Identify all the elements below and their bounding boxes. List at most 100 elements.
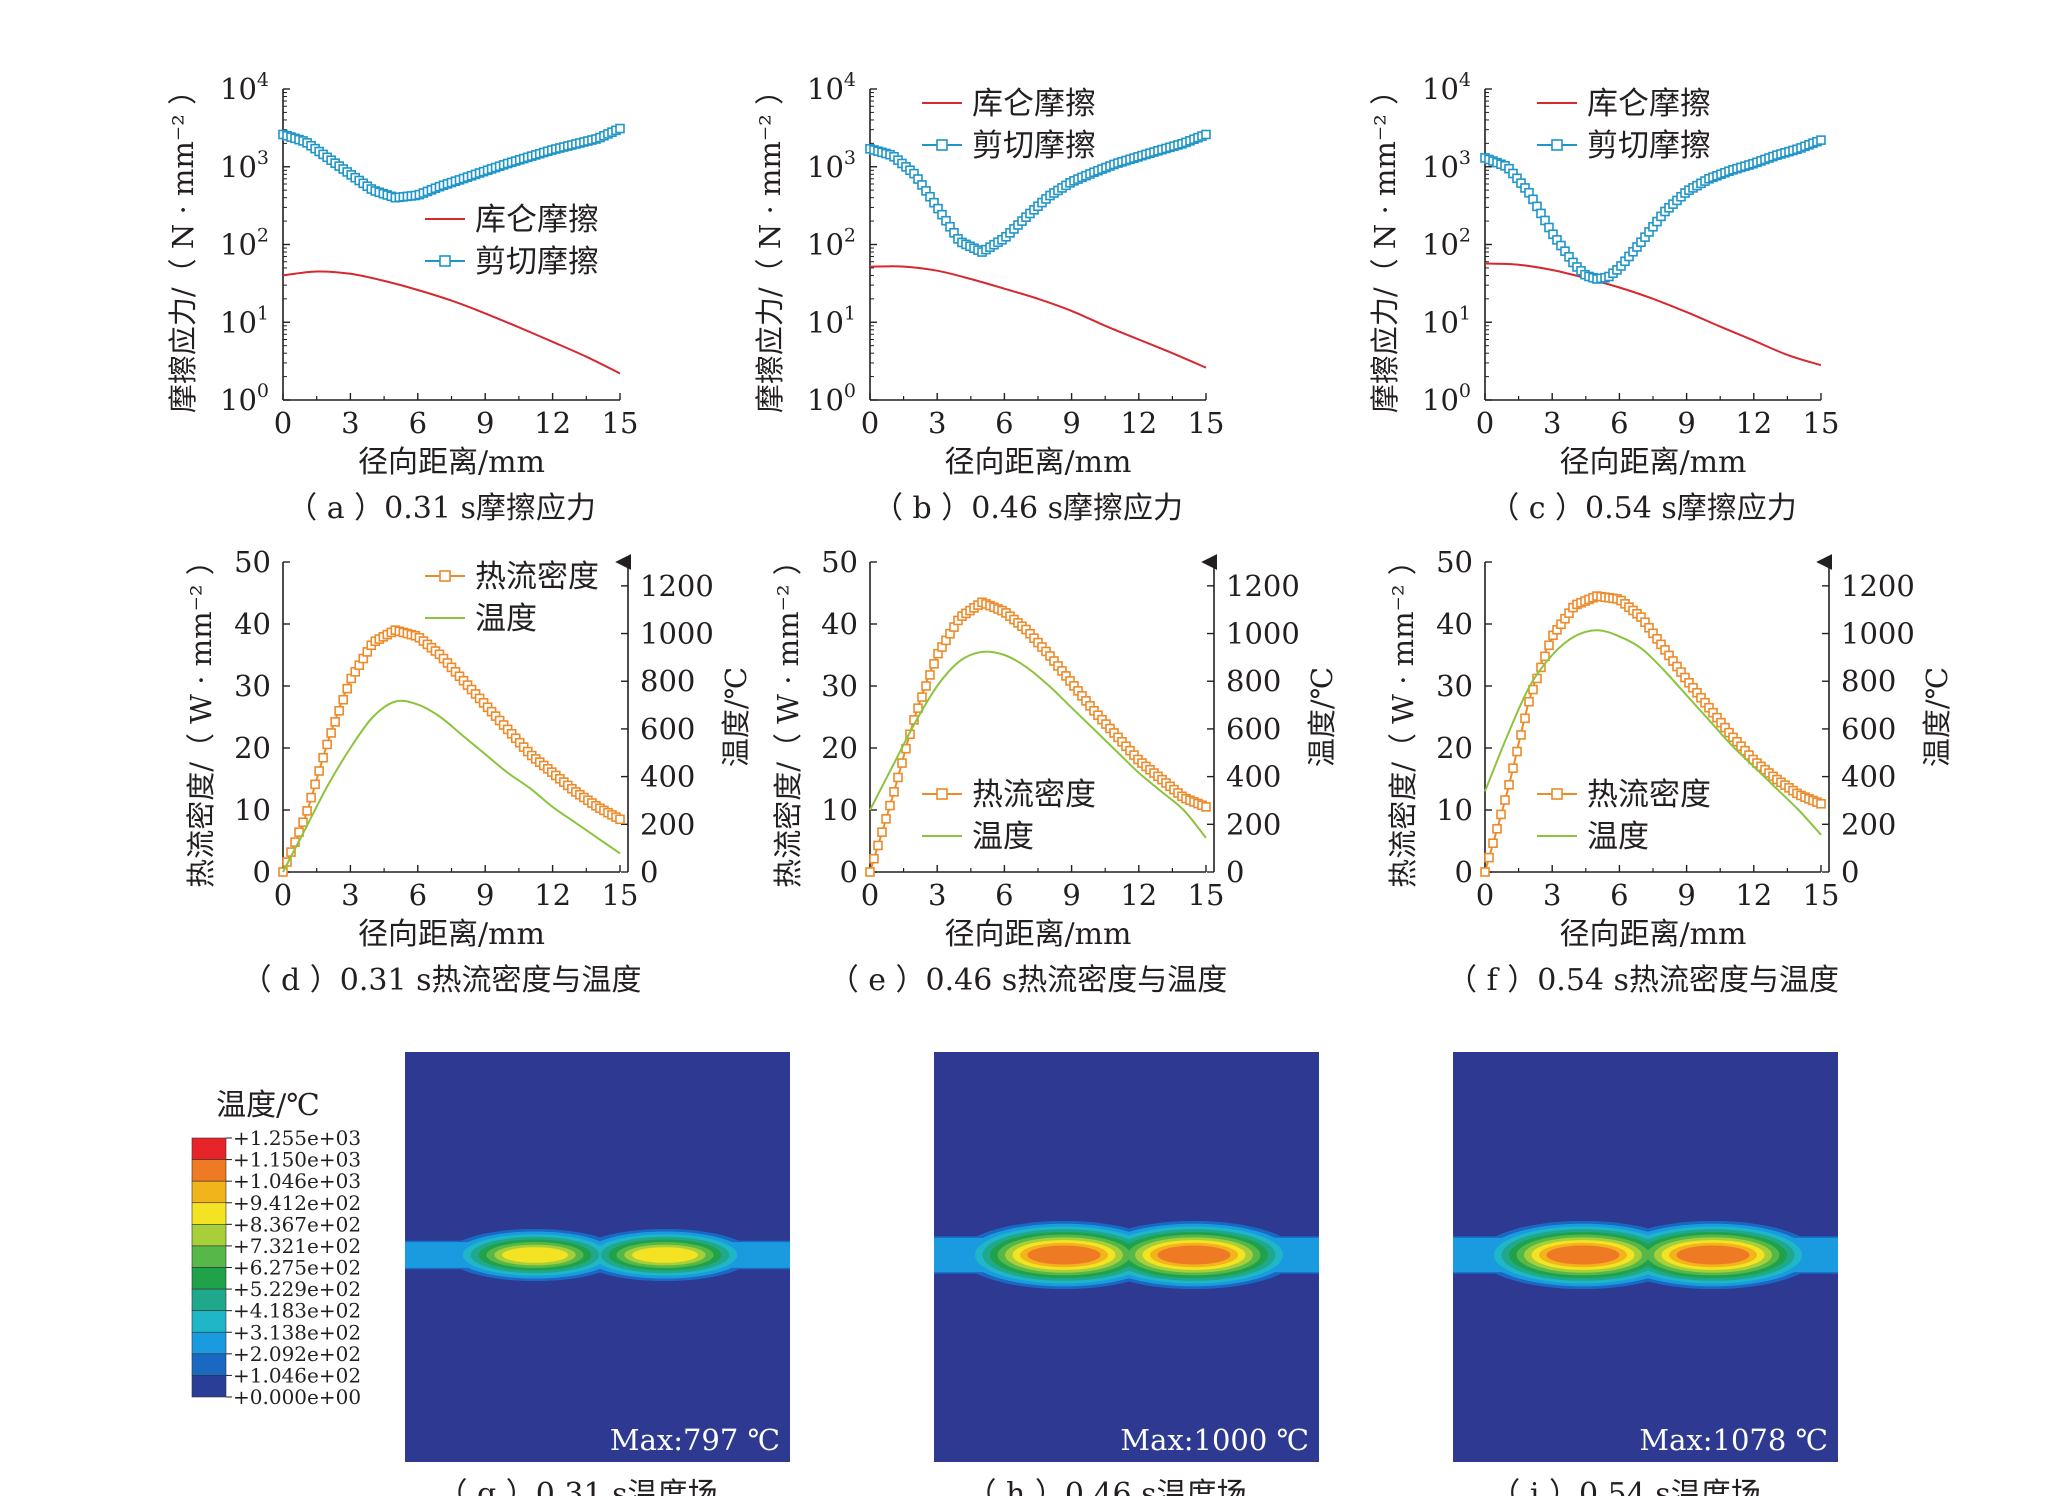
y2-tick-label: 1200 bbox=[640, 569, 714, 603]
legend-marker bbox=[439, 570, 451, 582]
series-point bbox=[1492, 824, 1502, 834]
y2-tick-label: 600 bbox=[1841, 712, 1896, 746]
y2-tick-label: 1000 bbox=[1841, 617, 1915, 651]
x-tick-label: 0 bbox=[1476, 878, 1494, 912]
legend-label: 剪切摩擦 bbox=[972, 128, 1096, 164]
contour-band bbox=[1027, 1245, 1101, 1265]
contour-band bbox=[502, 1247, 568, 1263]
x-tick-label: 3 bbox=[1543, 878, 1561, 912]
colorbar-label: +1.046e+03 bbox=[233, 1169, 361, 1193]
y2-tick-label: 400 bbox=[640, 760, 695, 794]
colorbar-label: +5.229e+02 bbox=[233, 1277, 361, 1301]
y-tick-label: 101 bbox=[220, 302, 269, 339]
x-tick-label: 3 bbox=[928, 878, 946, 912]
x-tick-label: 0 bbox=[274, 878, 292, 912]
y-tick-label: 102 bbox=[1422, 225, 1471, 262]
x-axis-label: 径向距离/mm bbox=[944, 917, 1131, 952]
y-tick-label: 10 bbox=[234, 793, 271, 827]
field-contours bbox=[1453, 1221, 1838, 1289]
legend-marker bbox=[936, 139, 948, 151]
colorbar-label: +0.000e+00 bbox=[233, 1385, 361, 1409]
y2-tick-label: 800 bbox=[1841, 664, 1896, 698]
series-point bbox=[1524, 696, 1534, 707]
series-point bbox=[318, 752, 328, 763]
field-max-label: Max:1078 ℃ bbox=[1639, 1423, 1828, 1457]
legend-marker bbox=[936, 788, 948, 800]
x-tick-label: 6 bbox=[995, 406, 1013, 440]
y-tick-label: 20 bbox=[821, 731, 858, 765]
series-point bbox=[326, 728, 336, 738]
x-tick-label: 0 bbox=[861, 878, 879, 912]
x-tick-label: 15 bbox=[1188, 878, 1225, 912]
x-tick-label: 6 bbox=[995, 878, 1013, 912]
series-point bbox=[925, 670, 935, 680]
series-point bbox=[921, 681, 931, 691]
y-axis-label: 热流密度/（ W · mm⁻² ） bbox=[184, 546, 218, 888]
y-axis-label: 热流密度/（ W · mm⁻² ） bbox=[771, 546, 805, 888]
y-tick-label: 30 bbox=[234, 669, 271, 703]
x-tick-label: 9 bbox=[1677, 406, 1695, 440]
colorbar-label: +9.412e+02 bbox=[233, 1191, 361, 1215]
legend-label: 库仑摩擦 bbox=[1587, 86, 1711, 122]
y2-tick-label: 200 bbox=[1841, 807, 1896, 841]
y-tick-label: 40 bbox=[821, 607, 858, 641]
y-tick-label: 104 bbox=[807, 69, 856, 106]
y-tick-label: 102 bbox=[807, 225, 856, 262]
colorbar-swatch bbox=[191, 1267, 227, 1290]
y-tick-label: 30 bbox=[1436, 669, 1473, 703]
colorbar-label: +4.183e+02 bbox=[233, 1299, 361, 1323]
panel-caption: （ g ）0.31 s温度场 bbox=[437, 1477, 717, 1496]
colorbar-swatch bbox=[191, 1353, 227, 1376]
y-tick-label: 50 bbox=[1436, 545, 1473, 579]
y2-tick-label: 200 bbox=[1226, 807, 1281, 841]
colorbar-swatch bbox=[191, 1224, 227, 1247]
chart-a: 0 3 6 9 12 15 径向距离/mm 100 101 102 103 104 摩擦应力/（ N ·… bbox=[166, 69, 638, 526]
y2-tick-label: 0 bbox=[1226, 855, 1244, 889]
legend-marker bbox=[1551, 788, 1563, 800]
legend-label: 温度 bbox=[1587, 819, 1649, 855]
y-tick-label: 20 bbox=[1436, 731, 1473, 765]
colorbar-swatch bbox=[191, 1375, 227, 1398]
y-tick-label: 100 bbox=[1422, 380, 1471, 417]
y-tick-label: 40 bbox=[1436, 607, 1473, 641]
temperature-field-h: Max:1000 ℃ （ h ）0.46 s温度场 bbox=[934, 1052, 1319, 1496]
series-point bbox=[1540, 651, 1550, 662]
y-tick-label: 103 bbox=[807, 147, 856, 184]
series-point bbox=[885, 800, 895, 811]
y-tick-label: 40 bbox=[234, 607, 271, 641]
y2-axis-label: 温度/℃ bbox=[1305, 667, 1339, 767]
legend-marker bbox=[439, 255, 451, 267]
colorbar-label: +1.150e+03 bbox=[233, 1148, 361, 1172]
colorbar-label: +3.138e+02 bbox=[233, 1320, 361, 1344]
y2-tick-label: 200 bbox=[640, 807, 695, 841]
x-tick-label: 6 bbox=[1610, 878, 1628, 912]
chart-b: 0 3 6 9 12 15 径向距离/mm 100 101 102 103 104 摩擦应力/（ N ·… bbox=[753, 69, 1224, 526]
series-point bbox=[865, 867, 875, 877]
x-tick-label: 9 bbox=[1062, 406, 1080, 440]
colorbar-label: +6.275e+02 bbox=[233, 1256, 361, 1280]
legend-label: 温度 bbox=[972, 819, 1034, 855]
x-tick-label: 12 bbox=[1120, 878, 1157, 912]
series-point bbox=[322, 739, 332, 750]
x-axis-label: 径向距离/mm bbox=[1559, 917, 1746, 952]
y-tick-label: 10 bbox=[1436, 793, 1473, 827]
colorbar-label: +7.321e+02 bbox=[233, 1234, 361, 1258]
panel-caption: （ i ）0.54 s温度场 bbox=[1490, 1477, 1760, 1496]
series-point bbox=[873, 840, 883, 851]
series-point bbox=[1201, 802, 1211, 812]
contour-band bbox=[1157, 1245, 1231, 1265]
series-point bbox=[338, 694, 348, 705]
series-point bbox=[1484, 852, 1494, 863]
series-point bbox=[298, 817, 308, 827]
series-point bbox=[1516, 730, 1526, 740]
y2-tick-label: 1200 bbox=[1841, 569, 1915, 603]
x-tick-label: 0 bbox=[1476, 406, 1494, 440]
series-point bbox=[889, 787, 899, 797]
y-tick-label: 0 bbox=[253, 855, 271, 889]
series-point bbox=[929, 659, 939, 669]
series-point bbox=[1508, 763, 1518, 773]
temperature-field-i: Max:1078 ℃ （ i ）0.54 s温度场 bbox=[1453, 1052, 1838, 1496]
